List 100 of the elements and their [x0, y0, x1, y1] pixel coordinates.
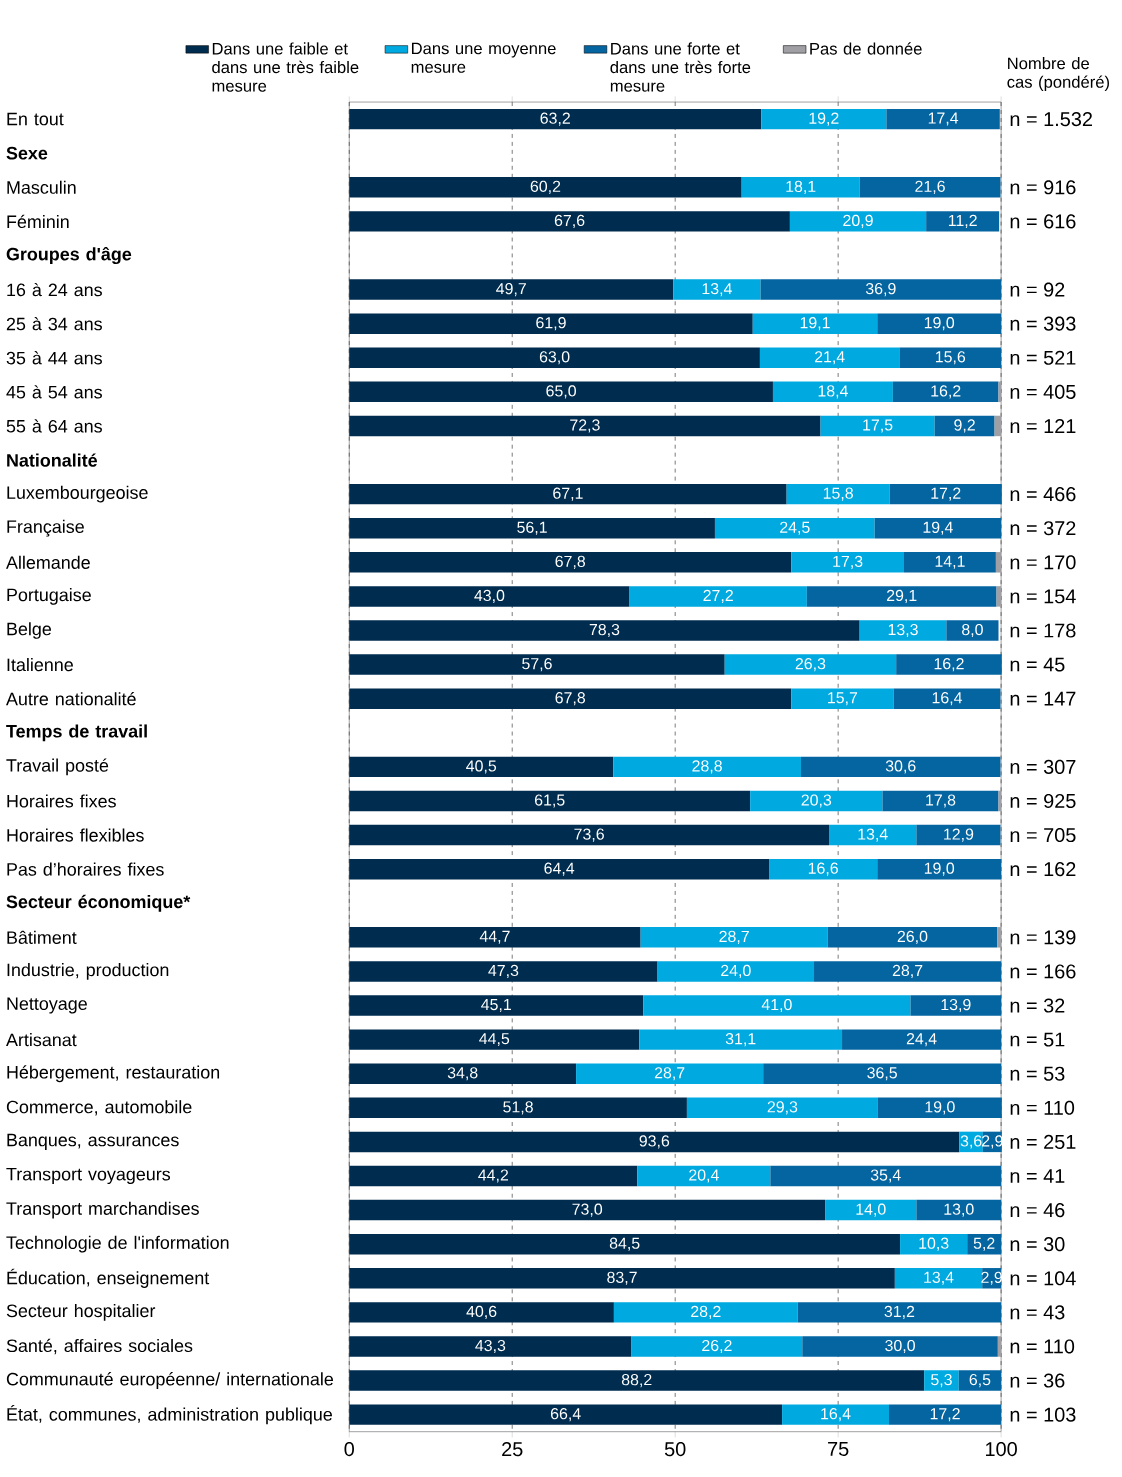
data-label: 83,7	[607, 1271, 637, 1285]
data-label: 67,1	[553, 487, 583, 501]
text: n = 916	[1010, 180, 1076, 195]
bar	[349, 347, 760, 368]
y-tick-label: Bâtiment	[7, 930, 77, 944]
text: n = 251	[1010, 1134, 1076, 1149]
data-label: 18,1	[786, 180, 816, 194]
data-label: 3,6	[960, 1135, 982, 1149]
bar	[995, 552, 1001, 573]
data-label: 29,3	[767, 1101, 798, 1115]
x-tick-label: 50	[664, 1442, 686, 1457]
data-label: 28,7	[892, 964, 923, 979]
bar	[349, 961, 658, 982]
data-label: 13,4	[924, 1271, 954, 1285]
data-label: 24,0	[720, 964, 751, 979]
bar	[996, 927, 1001, 948]
data-label: 26,3	[795, 658, 826, 672]
y-tick-label: Belge	[7, 622, 51, 639]
bar	[828, 824, 917, 846]
bar	[806, 586, 997, 607]
data-label: 5,3	[930, 1373, 952, 1388]
bar	[886, 108, 1000, 130]
bar	[349, 381, 773, 403]
data-label: 14,1	[935, 555, 965, 569]
data-label: 78,3	[589, 623, 620, 638]
bar	[894, 1268, 982, 1289]
bar	[349, 586, 630, 607]
data-label: 17,3	[833, 555, 863, 569]
y-tick-label: Allemande	[5, 555, 90, 569]
data-label: 45,1	[480, 999, 511, 1013]
y-tick-label: 45 à 54 ans	[6, 385, 102, 399]
data-label: 17,8	[925, 794, 956, 808]
data-label: 40,6	[466, 1305, 497, 1319]
bar	[575, 1063, 763, 1084]
text: n = 139	[1010, 930, 1076, 945]
data-label: 26,0	[897, 930, 928, 944]
bar	[349, 1131, 960, 1153]
bar	[760, 279, 1001, 300]
bar	[349, 1063, 576, 1084]
x-tick-label: 75	[827, 1442, 849, 1456]
bar	[741, 177, 860, 198]
text: n = 104	[1010, 1271, 1076, 1286]
bar	[874, 517, 1001, 539]
text: n = 521	[1010, 350, 1076, 365]
bar	[768, 858, 878, 880]
y-tick-label: Secteur économique*	[6, 894, 191, 912]
bar	[882, 790, 999, 812]
bar	[892, 381, 999, 403]
bar	[640, 927, 828, 948]
bar	[923, 1370, 959, 1391]
bar	[349, 824, 829, 846]
data-label: 56,1	[517, 521, 547, 535]
bar	[925, 211, 999, 232]
data-label: 67,6	[554, 214, 585, 228]
bar	[813, 961, 1001, 982]
data-label: 36,5	[867, 1067, 897, 1081]
y-tick-label: Artisanat	[5, 1033, 77, 1047]
bar	[781, 1404, 889, 1425]
bar	[349, 1165, 638, 1187]
bar	[827, 927, 997, 948]
bar	[797, 1302, 1001, 1323]
data-label: 11,2	[948, 214, 977, 228]
data-label: 28,2	[690, 1305, 721, 1319]
data-label: 15,8	[823, 487, 853, 501]
bar	[916, 1199, 1001, 1221]
data-label: 57,6	[521, 658, 552, 672]
bar	[791, 688, 894, 709]
text: n = 41	[1010, 1169, 1065, 1183]
bar	[349, 1233, 900, 1255]
bar	[349, 211, 790, 232]
bar	[349, 552, 792, 573]
data-label: 64,4	[544, 862, 574, 876]
bar	[789, 211, 926, 232]
data-label: 29,1	[886, 589, 917, 603]
y-tick-label: Pas d’horaires fixes	[7, 862, 164, 876]
bar	[349, 313, 753, 334]
legend-label: Dans une moyenne mesure	[411, 42, 556, 73]
data-label: 20,3	[801, 794, 831, 808]
text: n = 32	[1010, 998, 1065, 1013]
bar	[349, 1370, 924, 1391]
data-label: 63,0	[539, 351, 570, 365]
data-label: 19,4	[923, 521, 953, 535]
bar	[752, 313, 878, 334]
y-tick-label: Communauté européenne/ internationale	[6, 1372, 333, 1390]
data-label: 8,0	[961, 623, 983, 638]
bar	[899, 347, 1001, 368]
text: Nombre de cas (pondéré)	[1007, 57, 1109, 92]
bar	[889, 483, 1002, 505]
bar	[958, 1370, 1001, 1391]
text: n = 616	[1010, 214, 1076, 229]
bar	[934, 415, 995, 437]
bar	[349, 790, 750, 812]
y-tick-label: Horaires fixes	[7, 794, 116, 808]
x-tick-label: 100	[985, 1442, 1017, 1457]
y-tick-label: Autre nationalité	[5, 692, 136, 706]
data-label: 18,4	[818, 385, 848, 399]
y-tick-label: Masculin	[7, 180, 76, 194]
bar	[877, 313, 1001, 334]
data-label: 9,2	[954, 419, 975, 433]
y-tick-label: Banques, assurances	[7, 1133, 179, 1150]
